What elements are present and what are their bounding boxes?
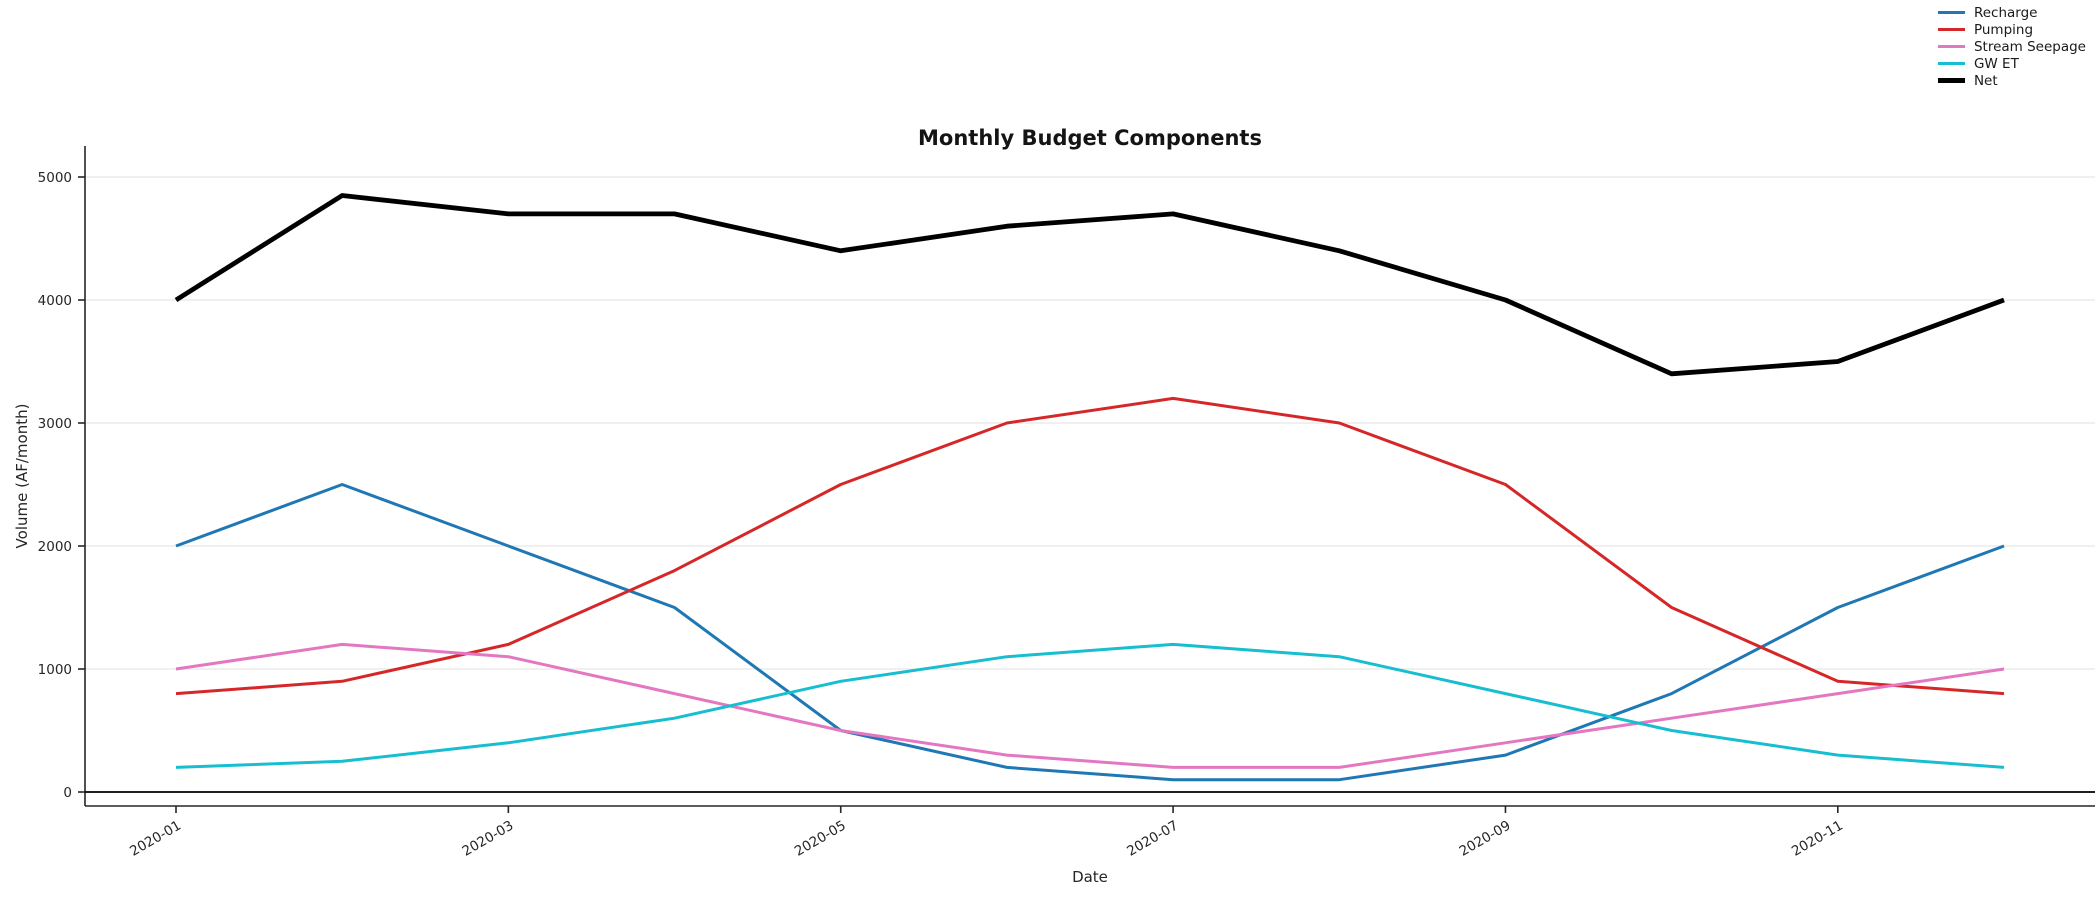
legend-label: Stream Seepage <box>1973 38 2086 55</box>
y-tick-label: 5000 <box>38 170 72 186</box>
legend-item-net: Net <box>1937 72 2086 89</box>
legend-item-pumping: Pumping <box>1937 21 2086 38</box>
series-line-pumping <box>175 396 2005 696</box>
legend-label: Pumping <box>1973 21 2034 38</box>
legend-label: GW ET <box>1973 55 2019 72</box>
y-tick-label: 2000 <box>38 539 72 555</box>
x-tick-label: 2020-11 <box>1789 818 1846 860</box>
x-axis-label: Date <box>1072 868 1108 886</box>
legend-line-sample <box>1937 62 1965 65</box>
x-tick-label: 2020-09 <box>1457 818 1514 860</box>
legend-label: Net <box>1973 72 1998 89</box>
legend-line-sample <box>1937 78 1965 83</box>
series-line-stream-seepage <box>175 642 2005 769</box>
series-line-recharge <box>175 483 2005 782</box>
legend: Recharge Pumping Stream Seepage GW ET Net <box>1937 4 2086 89</box>
legend-line-sample <box>1937 28 1965 31</box>
chart-title: Monthly Budget Components <box>918 126 1262 150</box>
y-tick-label: 1000 <box>38 662 72 678</box>
series-line-gw-et <box>175 642 2005 769</box>
legend-line-sample <box>1937 11 1965 14</box>
series-line-net <box>174 193 2005 377</box>
legend-item-recharge: Recharge <box>1937 4 2086 21</box>
x-tick-label: 2020-03 <box>460 818 517 860</box>
legend-item-stream-seepage: Stream Seepage <box>1937 38 2086 55</box>
y-tick-label: 0 <box>63 785 72 801</box>
legend-line-sample <box>1937 45 1965 48</box>
legend-item-gw-et: GW ET <box>1937 55 2086 72</box>
y-tick-label: 4000 <box>38 293 72 309</box>
legend-label: Recharge <box>1973 4 2038 21</box>
x-tick-label: 2020-01 <box>127 818 184 860</box>
y-axis-label: Volume (AF/month) <box>13 403 31 549</box>
x-tick-label: 2020-07 <box>1124 818 1181 860</box>
x-tick-label: 2020-05 <box>792 818 849 860</box>
y-tick-label: 3000 <box>38 416 72 432</box>
